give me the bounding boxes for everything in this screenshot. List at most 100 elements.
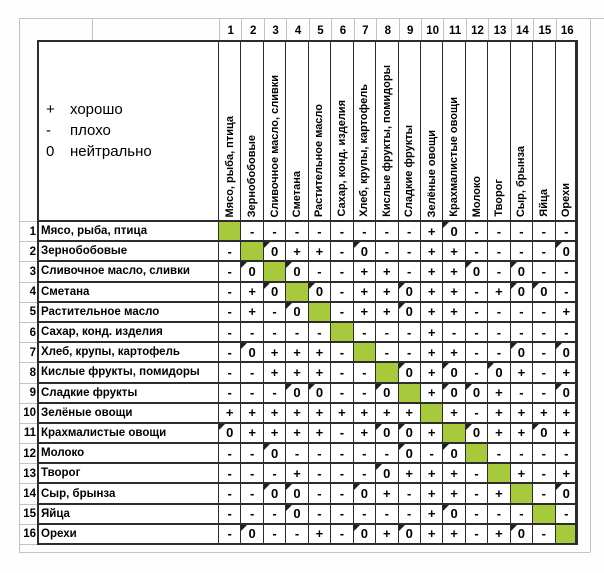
compat-cell: - [488,302,511,323]
compat-cell: - [308,322,332,344]
row-number: 10 [20,404,38,424]
food-column-header: Творог [488,40,511,222]
compat-cell: 0 [398,444,421,465]
compat-cell: - [555,504,578,525]
food-column-header: Яйца [533,40,556,222]
compat-cell: + [331,403,354,424]
compat-cell: 0 [241,343,264,364]
compat-cell: - [219,484,242,505]
compat-cell: + [353,302,377,323]
compat-cell: - [286,222,309,243]
sheet-corner [20,18,219,40]
food-row-label: Сыр, брынза [38,484,219,505]
compat-cell: 0 [353,524,377,545]
food-column-header: Крахмалистые овощи [443,40,466,222]
compat-cell: - [263,464,287,485]
diagonal-cell [443,423,466,445]
compat-cell: - [533,464,556,485]
compat-cell: - [308,444,332,465]
food-column-header-label: Сахар, конд. изделия [335,100,348,217]
compat-cell: 0 [443,222,466,243]
sheet-gridline [590,18,591,552]
food-column-header-label: Орехи [560,182,573,217]
food-column-header-label: Сливочное масло, сливки [268,74,281,217]
compat-cell: + [555,423,578,445]
row-number: 11 [20,424,38,445]
compat-cell: + [488,383,511,404]
compat-cell: + [533,403,556,424]
row-number: 16 [20,525,38,545]
row-number: 12 [20,444,38,465]
compat-cell: - [263,302,287,323]
food-column-header: Орехи [555,40,578,222]
compat-cell: - [398,222,421,243]
compat-cell: - [219,262,242,283]
compat-cell: - [510,444,534,465]
diagonal-cell [533,504,556,525]
compat-cell: - [533,242,556,263]
diagonal-cell [398,383,421,404]
food-column-header: Сливочное масло, сливки [263,40,287,222]
compat-cell: - [465,524,489,545]
diagonal-cell [331,322,354,344]
row-number: 7 [20,343,38,364]
compat-cell: + [555,403,578,424]
diagonal-cell [241,242,264,263]
compat-cell: + [510,363,534,384]
compat-cell: - [376,222,399,243]
compat-cell: - [219,504,242,525]
compat-cell: 0 [263,282,287,303]
diagonal-cell [308,302,332,323]
food-row-label: Творог [38,464,219,485]
food-column-header: Зелёные овощи [420,40,444,222]
compat-cell: + [443,484,466,505]
compat-cell: + [376,282,399,303]
compat-cell: + [555,464,578,485]
column-number: 10 [420,18,444,40]
diagonal-cell [488,464,511,485]
compat-cell: + [376,262,399,283]
compat-cell: - [331,423,354,445]
food-row-label: Сладкие фрукты [38,383,219,404]
compat-cell: - [331,383,354,404]
compat-cell: + [420,524,444,545]
compat-cell: - [398,343,421,364]
column-number: 3 [263,18,287,40]
diagonal-cell [510,484,534,505]
compat-cell: + [376,484,399,505]
compat-cell: - [353,504,377,525]
compat-cell: - [465,504,489,525]
compat-cell: 0 [555,343,578,364]
compat-cell: + [286,423,309,445]
diagonal-cell [465,444,489,465]
food-column-header-label: Творог [492,179,505,217]
legend: + хорошо - плохо 0 нейтрально [38,40,219,222]
compat-cell: 0 [555,242,578,263]
compat-cell: - [263,383,287,404]
compat-cell: - [488,444,511,465]
compat-cell: - [533,524,556,545]
food-row-label: Сметана [38,282,219,303]
compat-cell: - [331,524,354,545]
compat-cell: - [263,524,287,545]
compat-cell: 0 [286,504,309,525]
food-column-header: Кислые фрукты, помидоры [376,40,399,222]
compat-cell: - [533,343,556,364]
compat-cell: - [331,222,354,243]
row-number: 8 [20,363,38,384]
compat-cell: - [533,222,556,243]
compat-cell: 0 [398,423,421,445]
compat-cell: - [398,262,421,283]
food-column-header-label: Сметана [291,170,304,217]
food-column-header: Зернобобовые [241,40,264,222]
compat-cell: 0 [443,363,466,384]
compat-cell: - [510,383,534,404]
compat-cell: - [353,383,377,404]
compat-cell: - [219,444,242,465]
compat-cell: 0 [465,262,489,283]
compat-cell: + [353,423,377,445]
compat-cell: - [398,484,421,505]
food-column-header-label: Зелёные овощи [425,129,438,217]
compat-cell: - [376,242,399,263]
compat-cell: - [376,343,399,364]
